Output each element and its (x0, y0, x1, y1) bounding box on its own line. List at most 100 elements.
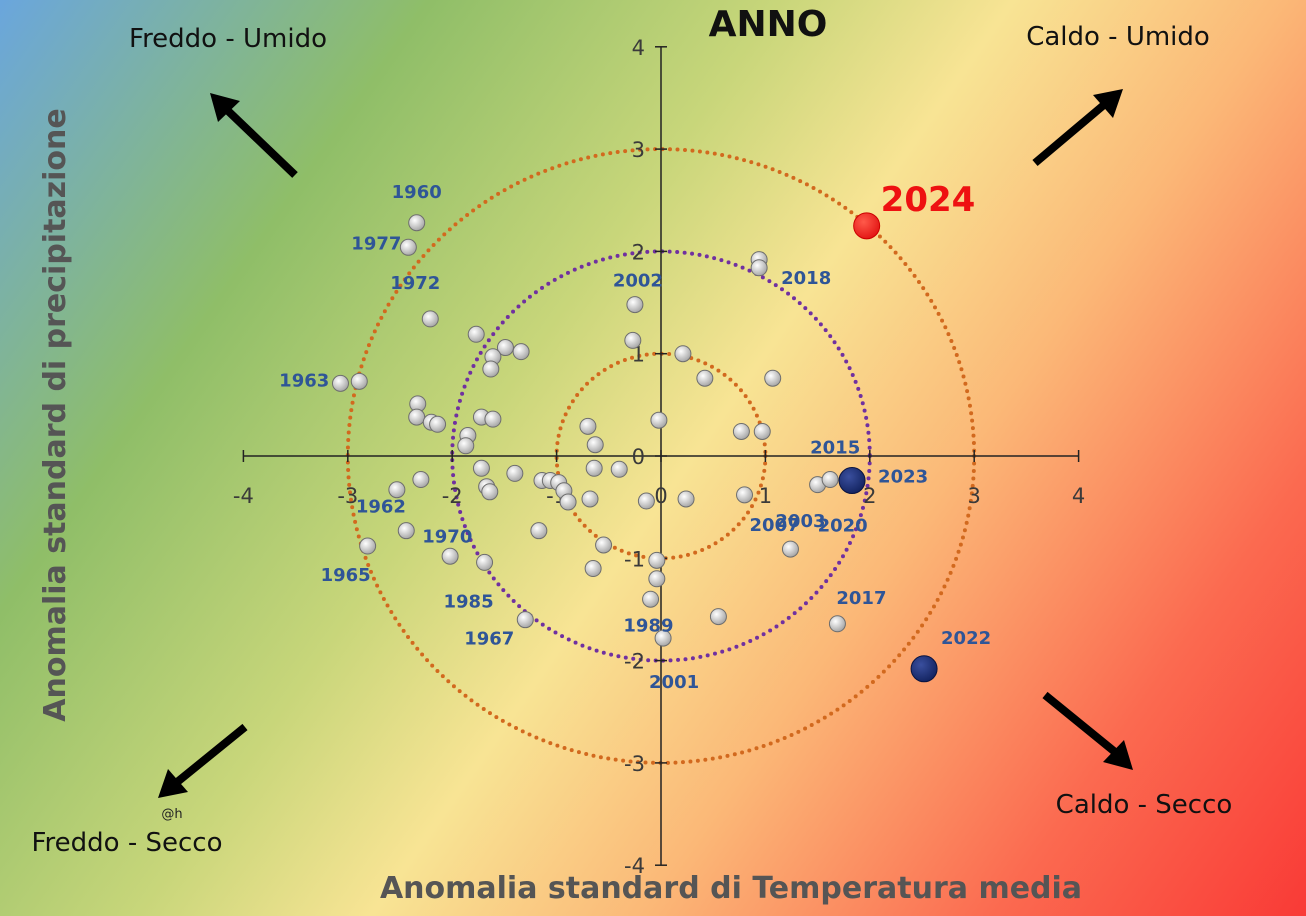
watermark: @h (161, 807, 182, 822)
year-label-2017: 2017 (836, 588, 886, 609)
quadrant-label-bottom-right: Caldo - Secco (1056, 790, 1233, 820)
y-tick-label: -2 (624, 650, 645, 674)
quadrant-label-top-left: Freddo - Umido (129, 24, 327, 54)
x-axis-title: Anomalia standard di Temperatura media (380, 871, 1082, 906)
y-tick-label: -4 (624, 854, 645, 878)
y-tick-label: 1 (632, 343, 645, 367)
year-label-2018: 2018 (781, 268, 831, 289)
data-point-2015 (821, 471, 839, 489)
data-point (595, 536, 613, 554)
data-point-2001 (654, 629, 672, 647)
data-point (484, 410, 502, 428)
data-point-1962 (412, 471, 430, 489)
data-point-1967 (516, 611, 534, 629)
data-point (674, 345, 692, 363)
year-label-2023: 2023 (878, 467, 928, 488)
x-tick-label: -4 (233, 484, 254, 508)
data-point (441, 547, 459, 565)
data-point (610, 460, 628, 478)
data-point (496, 339, 514, 357)
x-tick-label: 4 (1072, 484, 1085, 508)
data-point (331, 374, 349, 392)
data-point-1965 (359, 537, 377, 555)
year-label-1962: 1962 (356, 497, 406, 518)
quadrant-arrows (158, 89, 1133, 798)
data-point-1963 (350, 372, 368, 390)
data-point (642, 590, 660, 608)
arrowhead-bottom-left-icon (158, 769, 188, 798)
chart-title: ANNO (709, 4, 828, 45)
y-tick-label: 4 (632, 36, 645, 60)
data-point (408, 408, 426, 426)
data-point (472, 459, 490, 477)
data-point (457, 437, 475, 455)
data-point-1989 (709, 608, 727, 626)
y-tick-label: 3 (632, 138, 645, 162)
year-label-1985: 1985 (444, 591, 494, 612)
data-point (388, 481, 406, 499)
data-point-2022 (910, 655, 938, 683)
year-label-2007: 2007 (750, 515, 800, 536)
year-label-2002: 2002 (613, 271, 663, 292)
data-point (482, 360, 500, 378)
year-label-2001: 2001 (649, 672, 699, 693)
data-point (481, 483, 499, 501)
data-point-1985 (476, 553, 494, 571)
arrow-top-right-icon (1032, 100, 1108, 167)
data-point-1970 (397, 522, 415, 540)
data-point (584, 560, 602, 578)
data-point-2007 (736, 486, 754, 504)
data-point-2023 (838, 467, 866, 495)
year-label-2015: 2015 (810, 438, 860, 459)
data-point (648, 551, 666, 569)
y-tick-label: -3 (624, 752, 645, 776)
data-point (506, 464, 524, 482)
data-point (696, 369, 714, 387)
year-label-2020: 2020 (818, 516, 868, 537)
data-point (581, 490, 599, 508)
data-point-1977 (399, 238, 417, 256)
year-label-1967: 1967 (464, 629, 514, 650)
x-tick-label: -3 (337, 484, 358, 508)
data-point-2017 (828, 615, 846, 633)
data-point (648, 570, 666, 588)
quadrant-label-bottom-left: Freddo - Secco (31, 828, 222, 858)
year-label-1965: 1965 (321, 565, 371, 586)
data-point (637, 492, 655, 510)
quadrant-label-top-right: Caldo - Umido (1026, 22, 1210, 52)
year-label-1989: 1989 (623, 616, 673, 637)
data-point (732, 422, 750, 440)
arrow-bottom-right-icon (1042, 691, 1118, 756)
data-point-2002 (626, 296, 644, 314)
arrowhead-bottom-right-icon (1103, 740, 1133, 770)
data-point-1960 (408, 214, 426, 232)
year-label-1977: 1977 (351, 233, 401, 254)
data-point-1972 (421, 310, 439, 328)
arrowhead-top-left-icon (210, 93, 240, 122)
year-label-1963: 1963 (279, 370, 329, 391)
data-point (677, 490, 695, 508)
data-point-2003 (781, 540, 799, 558)
arrow-top-left-icon (222, 105, 298, 178)
data-point-2024 (853, 212, 881, 240)
x-tick-label: 1 (759, 484, 772, 508)
data-point-2018 (750, 259, 768, 277)
data-point (650, 411, 668, 429)
year-label-1970: 1970 (422, 527, 472, 548)
y-tick-label: 0 (632, 445, 645, 469)
y-tick-label: -1 (624, 547, 645, 571)
y-axis-title: Anomalia standard di precipitazione (38, 108, 73, 721)
data-point (559, 493, 577, 511)
data-point (624, 331, 642, 349)
x-tick-label: 0 (654, 484, 667, 508)
data-point (753, 422, 771, 440)
x-tick-label: 3 (968, 484, 981, 508)
year-label-1972: 1972 (390, 273, 440, 294)
year-label-2024: 2024 (881, 180, 976, 220)
year-label-2022: 2022 (941, 628, 991, 649)
data-point (585, 459, 603, 477)
data-point (579, 417, 597, 435)
x-tick-label: -2 (442, 484, 463, 508)
